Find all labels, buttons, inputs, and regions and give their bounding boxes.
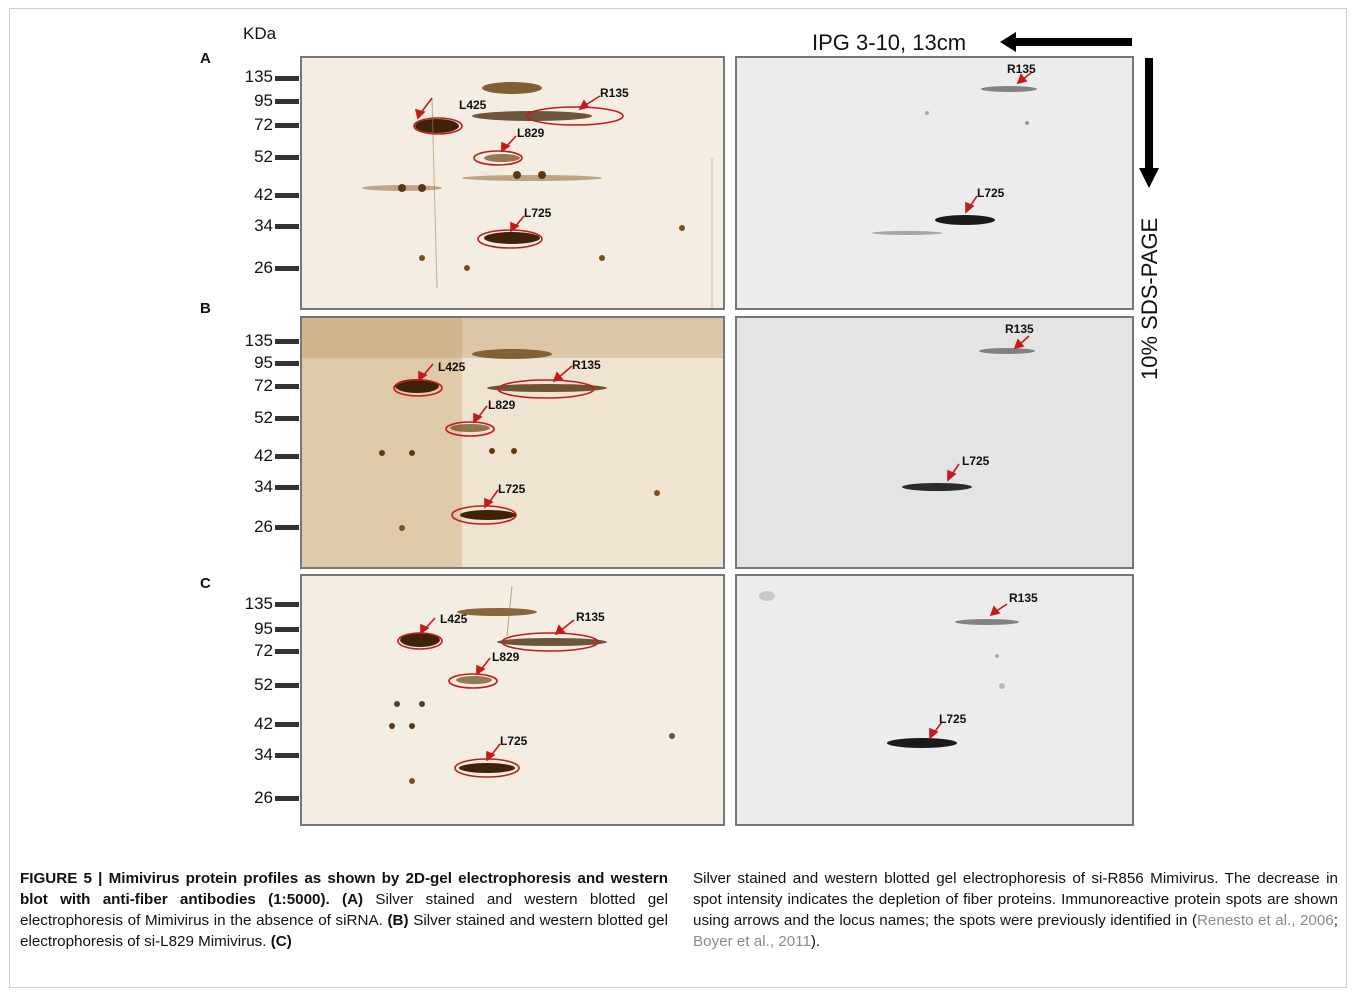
caption-b-text: Silver stained and western blotted gel e… — [20, 912, 668, 950]
silver-gel-panel-c: L425 R135 L829 L725 — [300, 574, 725, 826]
mw-tick — [275, 722, 299, 727]
mw-tick — [275, 123, 299, 128]
mw-tick-label: 135 — [244, 594, 273, 613]
figure-frame — [9, 8, 1347, 988]
spot-label-l725: L725 — [524, 206, 552, 220]
mw-tick-label: 34 — [254, 745, 273, 764]
ipg-arrow-icon — [1000, 32, 1132, 52]
figure-caption-col2: Silver stained and western blotted gel e… — [693, 868, 1338, 952]
mw-tick-label: 42 — [254, 714, 273, 733]
spot-label-l829: L829 — [517, 126, 545, 140]
spot-label-r135: R135 — [576, 610, 605, 624]
mw-tick — [275, 602, 299, 607]
spot-label-r135: R135 — [600, 86, 629, 100]
mw-tick-label: 95 — [254, 619, 273, 638]
western-blot-image — [872, 71, 1037, 235]
caption-b-tag: (B) — [387, 912, 409, 929]
mw-tick-label: 72 — [254, 115, 273, 134]
mw-tick-label: 42 — [254, 446, 273, 465]
spot-label-r135: R135 — [572, 358, 601, 372]
spot-label-l725: L725 — [498, 482, 526, 496]
caption-separator: ; — [1333, 912, 1338, 929]
spot-label-l725: L725 — [500, 734, 528, 748]
spot-label-l829: L829 — [488, 398, 516, 412]
citation-boyer[interactable]: Boyer et al., 2011 — [693, 933, 811, 950]
mw-tick — [275, 649, 299, 654]
spot-label-l829: L829 — [492, 650, 520, 664]
mw-tick — [275, 683, 299, 688]
row-label-b: B — [200, 300, 211, 317]
mw-tick — [275, 525, 299, 530]
spot-label-l725: L725 — [977, 186, 1005, 200]
caption-title: FIGURE 5 | Mimivirus protein profiles as… — [20, 870, 668, 908]
sds-arrow-icon — [1139, 58, 1159, 188]
spot-label-l425: L425 — [438, 360, 466, 374]
mw-tick-label: 52 — [254, 147, 273, 166]
spot-label-r135: R135 — [1005, 322, 1034, 336]
ipg-label: IPG 3-10, 13cm — [812, 30, 967, 55]
mw-tick-label: 26 — [254, 258, 273, 277]
mw-tick — [275, 753, 299, 758]
mw-tick — [275, 384, 299, 389]
mw-tick-label: 72 — [254, 641, 273, 660]
mw-tick — [275, 155, 299, 160]
silver-gel-image — [389, 585, 675, 784]
caption-end: ). — [810, 933, 821, 950]
spot-label-l725: L725 — [939, 712, 967, 726]
mw-tick-label: 95 — [254, 91, 273, 110]
mw-tick-label: 52 — [254, 408, 273, 427]
mw-tick — [275, 796, 299, 801]
western-blot-image — [759, 591, 1019, 748]
spot-label-r135: R135 — [1009, 591, 1038, 605]
western-blot-panel-b: R135 L725 — [735, 316, 1134, 569]
western-blot-panel-c: R135 L725 — [735, 574, 1134, 826]
mw-tick — [275, 99, 299, 104]
mw-tick-label: 135 — [244, 331, 273, 350]
mw-tick-label: 34 — [254, 477, 273, 496]
spot-label-l425: L425 — [459, 98, 487, 112]
mw-tick — [275, 266, 299, 271]
citation-renesto[interactable]: Renesto et al., 2006 — [1196, 912, 1334, 929]
mw-tick-label: 26 — [254, 788, 273, 807]
row-label-c: C — [200, 575, 211, 592]
mw-tick-label: 26 — [254, 517, 273, 536]
silver-gel-panel-b: L425 R135 L829 L725 — [300, 316, 725, 569]
western-blot-panel-a: R135 L725 — [735, 56, 1134, 310]
spot-label-r135: R135 — [1007, 62, 1036, 76]
silver-gel-panel-a: L425 R135 L829 L725 — [300, 56, 725, 310]
silver-gel-image — [362, 82, 713, 308]
mw-tick — [275, 224, 299, 229]
mw-tick — [275, 193, 299, 198]
western-blot-image — [737, 318, 1132, 567]
figure-caption-col1: FIGURE 5 | Mimivirus protein profiles as… — [20, 868, 668, 952]
mw-tick-label: 52 — [254, 675, 273, 694]
caption-a-tag: (A) — [342, 891, 364, 908]
silver-gel-image — [302, 318, 723, 567]
caption-c-text: Silver stained and western blotted gel e… — [693, 870, 1338, 929]
spot-label-l725: L725 — [962, 454, 990, 468]
sds-label: 10% SDS-PAGE — [1137, 217, 1162, 380]
mw-tick — [275, 416, 299, 421]
spot-label-l425: L425 — [440, 612, 468, 626]
mw-tick — [275, 361, 299, 366]
mw-tick-label: 135 — [244, 67, 273, 86]
mw-tick — [275, 454, 299, 459]
caption-c-tag: (C) — [270, 933, 292, 950]
mw-tick — [275, 76, 299, 81]
kda-label: KDa — [243, 24, 277, 43]
mw-tick-label: 42 — [254, 185, 273, 204]
mw-tick-label: 34 — [254, 216, 273, 235]
mw-tick — [275, 627, 299, 632]
row-label-a: A — [200, 50, 211, 67]
mw-tick-label: 95 — [254, 353, 273, 372]
mw-tick — [275, 339, 299, 344]
caption-a-text: Silver stained and western blotted gel e… — [20, 891, 668, 929]
mw-tick-label: 72 — [254, 376, 273, 395]
mw-tick — [275, 485, 299, 490]
